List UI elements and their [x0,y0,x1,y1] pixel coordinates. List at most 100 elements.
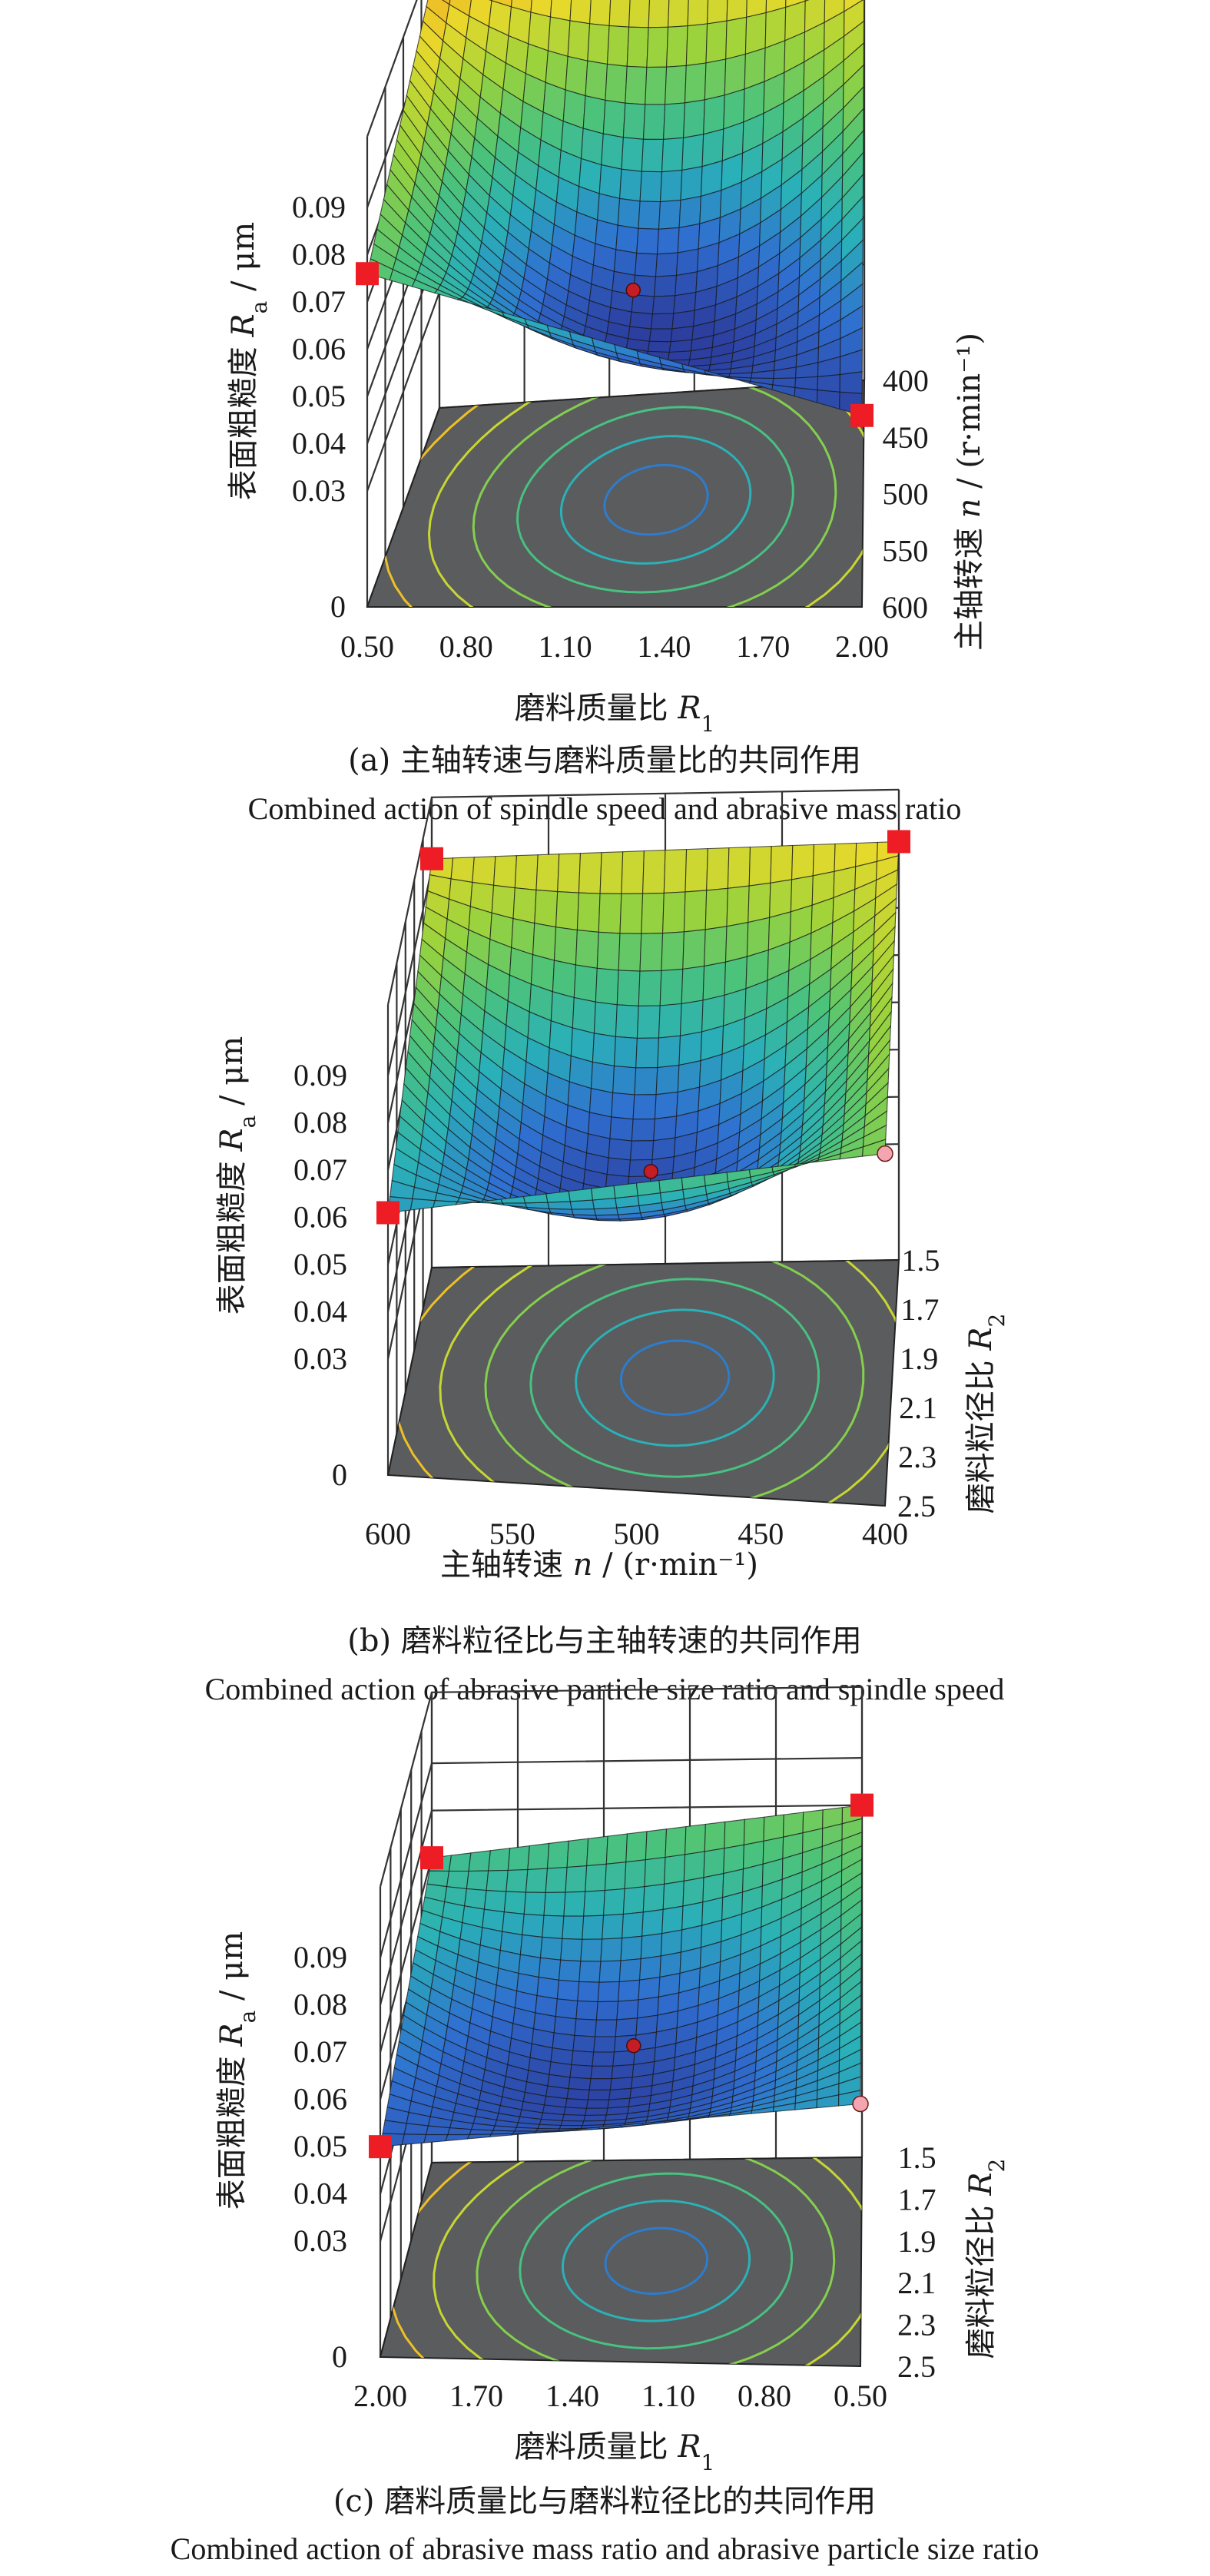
surface-patch [704,887,728,930]
z-tick-label: 0.08 [293,1988,347,2022]
y-tick-label: 400 [883,363,929,398]
z-tick-label: 0.03 [293,1341,347,1376]
x-axis-label: 主轴转速 n / (r·min⁻¹) [440,1547,758,1583]
contour-line [575,1308,775,1447]
contour-floor [386,1258,900,1507]
x-tick-label: 1.10 [539,629,592,664]
y-tick-label: 2.1 [899,1391,937,1425]
surface-patch [582,95,606,134]
surface-patch [563,1891,586,1917]
surface-patch [450,857,475,884]
contour-line [515,406,794,594]
surface-patch [585,2107,608,2117]
surface-patch [423,2133,449,2143]
z-tick-label: 0.04 [292,426,346,461]
y-tick-label: 1.5 [898,2140,937,2175]
surface-patch [659,968,684,1006]
x-tick-label: 1.70 [449,2379,503,2413]
surface-patch [538,1957,562,1981]
surface-patch [641,892,665,934]
surface-patch [791,844,815,880]
contour-line [560,435,752,565]
surface-patch [665,65,687,105]
x-axis-label: 磨料质量比 R1 [515,2429,715,2475]
x-axis-label: 磨料质量比 R1 [515,691,715,737]
y-tick-label: 2.3 [897,2308,936,2342]
x-tick-label: 1.10 [641,2379,695,2413]
surface-patch [612,2050,635,2067]
surface-patch [706,847,730,891]
surface-patch [702,961,727,1001]
contour-line [529,1278,820,1478]
surface-patch [631,1118,655,1142]
y-tick-label: 2.3 [898,1440,937,1474]
surface-patch [577,1981,600,2003]
surface-patch [445,2133,470,2142]
design-point-square [369,2135,392,2159]
surface-patch [583,1890,605,1917]
design-point-dot [626,2038,641,2054]
surface-patch [639,933,664,972]
surface-patch [502,1911,525,1936]
surface-patch [591,1185,616,1201]
surface-patch [587,23,610,65]
surface-patch [743,1816,765,1845]
x-tick-label: 0.80 [738,2379,791,2413]
surface-patch [675,248,699,277]
surface-patch [681,965,705,1005]
surface-patch [568,2077,592,2090]
surface-patch [560,2120,585,2127]
surface-patch [555,891,579,931]
surface-patch [557,853,582,893]
surface-patch [704,926,728,967]
surface-patch [763,1814,784,1842]
surface-patch [611,1092,635,1120]
surface-patch [578,1961,602,1983]
surface-patch [602,99,626,138]
contour-line [476,2157,836,2366]
surface-patch [650,313,675,330]
contour-line [427,380,864,607]
surface-patch [598,893,622,934]
surface-patch [654,1091,678,1120]
surface-patch [629,311,654,330]
y-tick-label: 450 [883,420,929,455]
z-tick-label: 0.05 [293,1247,347,1281]
surface-patch [572,2034,596,2053]
surface-patch [639,1955,661,1981]
design-point-dot [643,1164,658,1179]
surface-patch [512,887,537,924]
surface-patch [608,1138,632,1161]
surface-patch [527,1842,550,1871]
contour-line [484,1260,865,1506]
grid-line [379,1804,863,2005]
z-tick-label: 0.05 [292,379,346,413]
y-axis-label: 磨料粒径比 R2 [963,1314,1009,1514]
surface-patch [469,2129,494,2135]
surface-patch [603,1888,625,1916]
surface-patch [677,223,701,254]
surface-patch [575,929,599,969]
y-tick-label: 1.9 [897,2224,936,2259]
surface-patch [622,1886,645,1915]
x-tick-label: 2.00 [353,2379,407,2413]
surface-patch [685,848,708,893]
surface-patch [568,1188,594,1202]
y-tick-label: 1.9 [900,1341,938,1376]
surface-patch [662,891,686,934]
surface-patch [571,2050,595,2067]
surface-patch [682,1877,704,1907]
surface-patch [596,931,621,971]
surface-patch [598,1960,622,1983]
surface-patch [636,227,660,255]
surface-patch [574,2018,597,2037]
surface-patch [636,1005,661,1039]
y-axis-label: 磨料粒径比 R2 [963,2159,1009,2359]
surface-patch [661,931,685,972]
surface-patch [553,2016,577,2037]
design-point-square [850,1793,874,1817]
contour-line [439,1260,899,1506]
grid-line [386,788,900,1006]
surface-patch [634,1067,658,1096]
